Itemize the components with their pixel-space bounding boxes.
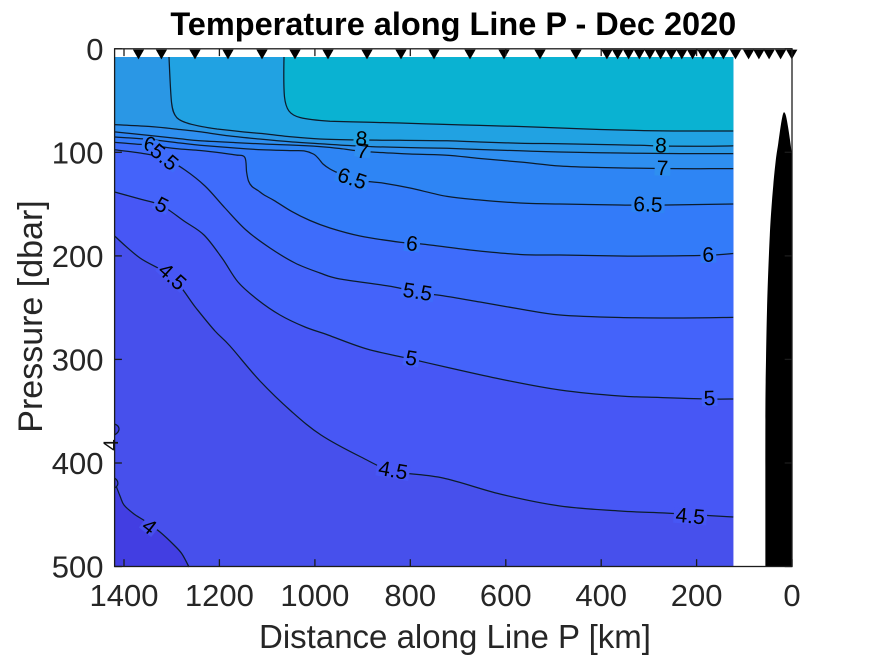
svg-text:7: 7 [656,157,668,180]
svg-text:5: 5 [404,347,419,372]
svg-text:4: 4 [100,439,123,451]
svg-text:4.5: 4.5 [377,457,410,485]
svg-text:1400: 1400 [90,578,159,613]
svg-text:600: 600 [480,578,532,613]
svg-text:1200: 1200 [185,578,254,613]
svg-text:8: 8 [655,134,667,157]
svg-text:5: 5 [703,387,715,410]
svg-text:5.5: 5.5 [401,279,433,306]
svg-text:1000: 1000 [280,578,349,613]
svg-text:Temperature along Line P - Dec: Temperature along Line P - Dec 2020 [170,6,736,42]
svg-text:Pressure [dbar]: Pressure [dbar] [12,200,50,432]
svg-text:Distance along Line P [km]: Distance along Line P [km] [259,618,651,655]
svg-text:300: 300 [52,342,104,377]
svg-text:6: 6 [702,244,714,267]
svg-text:200: 200 [671,578,723,613]
svg-text:6: 6 [405,232,419,256]
svg-text:800: 800 [384,578,436,613]
svg-text:8: 8 [355,127,369,151]
svg-text:4.5: 4.5 [675,504,706,529]
svg-text:6.5: 6.5 [633,193,663,217]
svg-text:7: 7 [355,140,370,164]
svg-text:0: 0 [783,578,800,613]
svg-text:0: 0 [86,32,103,67]
svg-text:200: 200 [52,239,104,274]
svg-text:400: 400 [52,446,104,481]
svg-text:400: 400 [575,578,627,613]
svg-text:500: 500 [52,550,104,585]
svg-text:100: 100 [52,135,104,170]
